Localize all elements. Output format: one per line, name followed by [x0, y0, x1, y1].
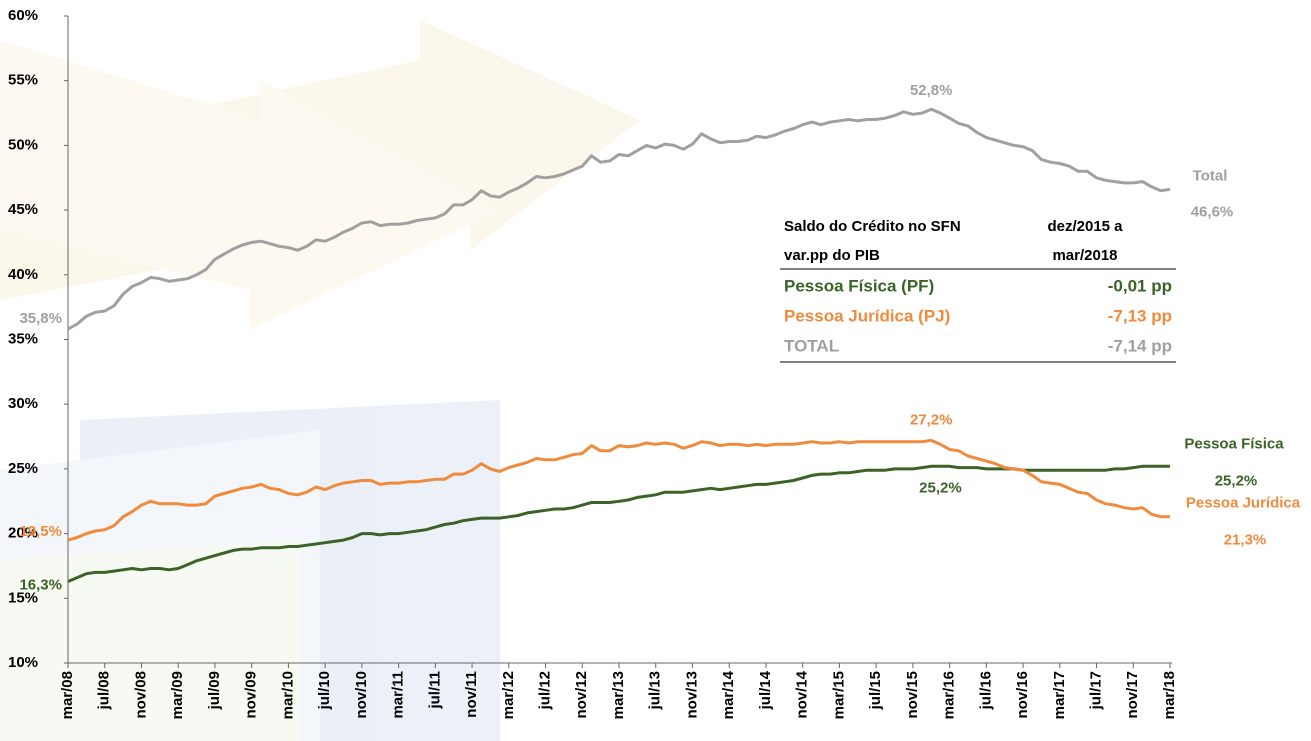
data-label: 46,6% [1191, 203, 1234, 220]
bg-arrow [0, 20, 640, 300]
table-header: var.pp do PIB [784, 247, 880, 264]
x-tick-label: nov/11 [463, 671, 480, 718]
y-tick-label: 10% [8, 654, 38, 671]
table-cell: -7,14 pp [1108, 336, 1172, 355]
data-label: 25,2% [1215, 472, 1258, 489]
x-tick-label: mar/08 [59, 671, 76, 719]
x-tick-label: jul/13 [647, 671, 664, 710]
x-tick-label: nov/12 [573, 671, 590, 719]
series-name: Pessoa Jurídica [1186, 495, 1301, 512]
table-header: dez/2015 a [1047, 218, 1123, 235]
x-tick-label: jul/14 [757, 670, 774, 710]
data-label: 16,3% [19, 576, 62, 593]
x-tick-label: mar/15 [830, 671, 847, 719]
series-name: Total [1193, 167, 1228, 184]
y-tick-label: 15% [8, 589, 38, 606]
series-line [67, 107, 1171, 331]
bg-arrow [0, 40, 500, 330]
x-tick-label: mar/12 [500, 671, 517, 719]
x-tick-label: jul/10 [316, 671, 333, 710]
y-tick-label: 60% [8, 7, 38, 24]
data-label: 35,8% [19, 310, 62, 327]
table-cell: Pessoa Física (PF) [784, 276, 934, 295]
x-tick-label: nov/09 [243, 671, 260, 719]
y-tick-label: 20% [8, 525, 38, 542]
y-tick-label: 50% [8, 136, 38, 153]
x-tick-label: mar/11 [390, 671, 407, 719]
data-label: 21,3% [1224, 532, 1267, 549]
y-tick-label: 30% [8, 395, 38, 412]
x-tick-label: mar/16 [941, 671, 958, 719]
x-tick-label: nov/15 [904, 671, 921, 719]
x-tick-label: nov/10 [353, 671, 370, 719]
data-label: 52,8% [910, 82, 953, 99]
x-tick-label: mar/18 [1161, 671, 1178, 719]
x-tick-label: jul/12 [537, 671, 554, 710]
x-tick-label: jul/08 [96, 671, 113, 710]
x-tick-label: jul/09 [206, 671, 223, 710]
table-header: mar/2018 [1052, 247, 1117, 264]
series-line [67, 464, 1170, 583]
x-tick-label: nov/13 [683, 671, 700, 719]
bg-shape [80, 400, 500, 741]
x-tick-label: nov/17 [1124, 671, 1141, 719]
y-tick-label: 55% [8, 72, 38, 89]
x-tick-label: jul/11 [426, 671, 443, 710]
data-label: 19,5% [19, 523, 62, 540]
table-cell: -0,01 pp [1108, 276, 1172, 295]
background-arrows [0, 20, 640, 741]
bg-shape [0, 540, 300, 741]
x-tick-label: nov/16 [1014, 671, 1031, 719]
y-tick-label: 25% [8, 460, 38, 477]
table-cell: Pessoa Jurídica (PJ) [784, 306, 950, 325]
data-label: 27,2% [910, 411, 953, 428]
table: Saldo do Crédito no SFN dez/2015 a var.p… [780, 218, 1176, 363]
series-line [67, 438, 1170, 542]
table-cell: -7,13 pp [1108, 306, 1172, 325]
x-tick-label: jul/17 [1088, 671, 1105, 710]
y-tick-label: 35% [8, 330, 38, 347]
data-label: 25,2% [919, 479, 962, 496]
x-tick-label: mar/14 [720, 670, 737, 719]
table-cell: TOTAL [784, 336, 839, 355]
series-name: Pessoa Física [1184, 435, 1284, 452]
x-tick-label: mar/17 [1051, 671, 1068, 719]
y-tick-label: 45% [8, 201, 38, 218]
x-tick-label: jul/16 [977, 671, 994, 710]
x-tick-label: nov/14 [794, 670, 811, 718]
y-tick-label: 40% [8, 266, 38, 283]
table-header: Saldo do Crédito no SFN [784, 218, 961, 235]
x-tick-label: mar/09 [169, 671, 186, 719]
x-tick-label: mar/13 [610, 671, 627, 719]
x-tick-label: nov/08 [132, 671, 149, 719]
x-tick-label: jul/15 [867, 671, 884, 710]
x-tick-label: mar/10 [279, 671, 296, 719]
